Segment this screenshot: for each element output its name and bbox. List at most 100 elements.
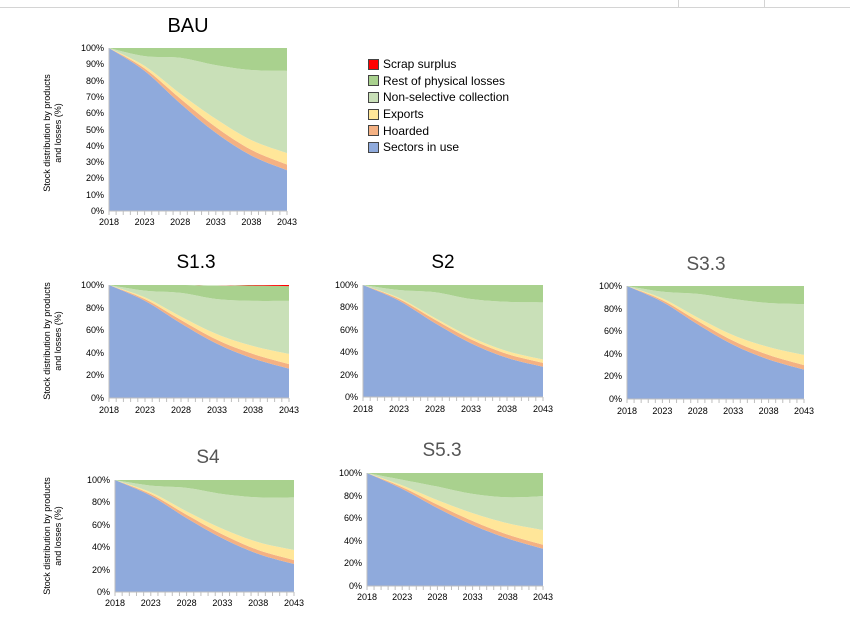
y-tick-label: 100% (598, 281, 622, 291)
legend-swatch-hoarded (368, 125, 379, 137)
x-tick-label: 2038 (248, 598, 269, 608)
top-border-tick (764, 0, 765, 7)
y-tick-label: 60% (343, 513, 362, 524)
area-exports (115, 480, 294, 561)
x-tick-label: 2023 (140, 598, 161, 608)
x-tick-label: 2023 (134, 405, 156, 415)
x-tick-label: 2028 (687, 406, 708, 416)
y-axis-label-bau: Stock distribution by products and losse… (42, 74, 63, 192)
area-non-selective-collection (109, 48, 287, 154)
x-tick-label: 2038 (242, 405, 264, 415)
area-sectors-in-use (367, 473, 543, 586)
legend-item-rest-of-physical-losses: Rest of physical losses (368, 73, 509, 90)
x-tick-label: 2018 (352, 404, 374, 414)
y-tick-label: 0% (344, 392, 358, 402)
x-tick-label: 2033 (206, 405, 228, 415)
y-tick-label: 80% (343, 490, 362, 501)
area-rest-of-physical-losses (115, 480, 294, 498)
y-tick-label: 10% (85, 189, 104, 200)
x-tick-label: 2028 (176, 598, 197, 608)
area-sectors-in-use (115, 480, 294, 592)
y-tick-label: 30% (85, 157, 104, 168)
y-tick-label: 40% (85, 140, 104, 151)
legend-item-hoarded: Hoarded (368, 122, 509, 139)
y-tick-label: 100% (334, 280, 358, 290)
x-tick-label: 2028 (170, 405, 192, 415)
area-exports (367, 473, 543, 545)
top-border-tick (678, 0, 679, 7)
y-tick-label: 100% (86, 475, 110, 485)
chart-title: BAU (167, 15, 209, 37)
y-tick-label: 80% (85, 302, 104, 313)
y-tick-label: 50% (85, 124, 104, 135)
area-rest-of-physical-losses (367, 473, 543, 498)
area-non-selective-collection (367, 473, 543, 531)
x-tick-label: 2018 (104, 598, 126, 608)
top-border-line (0, 7, 850, 8)
area-exports (109, 285, 289, 365)
legend-swatch-exports (368, 108, 379, 120)
x-tick-label: 2043 (793, 406, 815, 416)
area-hoarded (363, 285, 543, 367)
y-tick-label: 90% (85, 59, 104, 70)
legend-label: Sectors in use (383, 140, 460, 155)
legend-label: Exports (383, 107, 424, 122)
x-tick-label: 2028 (170, 217, 191, 227)
x-tick-label: 2043 (283, 598, 305, 608)
plot-area (108, 284, 290, 402)
y-tick-label: 40% (343, 535, 362, 546)
plot-area (362, 285, 544, 401)
x-tick-label: 2023 (388, 404, 410, 414)
area-sectors-in-use (109, 285, 289, 398)
x-tick-label: 2038 (758, 406, 779, 416)
area-rest-of-physical-losses (363, 285, 543, 303)
y-tick-label: 60% (85, 325, 104, 336)
y-tick-label: 80% (603, 303, 622, 314)
x-tick-label: 2043 (532, 592, 554, 602)
y-tick-label: 60% (603, 326, 622, 337)
y-tick-label: 100% (80, 280, 104, 290)
legend-swatch-non-selective-collection (368, 91, 379, 103)
x-tick-label: 2028 (427, 592, 448, 602)
area-hoarded (109, 48, 287, 171)
x-tick-label: 2023 (652, 406, 673, 416)
y-tick-label: 0% (608, 394, 622, 404)
area-non-selective-collection (115, 480, 294, 550)
x-tick-label: 2033 (723, 406, 744, 416)
y-tick-label: 40% (85, 347, 104, 358)
plot-area (114, 480, 295, 596)
y-axis-label-s4: Stock distribution by products and losse… (42, 477, 63, 595)
x-tick-label: 2038 (497, 592, 518, 602)
area-hoarded (627, 286, 804, 370)
y-tick-label: 20% (603, 371, 622, 382)
y-tick-label: 0% (90, 393, 104, 403)
area-scrap-surplus (109, 284, 289, 287)
y-tick-label: 0% (90, 206, 104, 216)
y-tick-label: 40% (603, 348, 622, 359)
area-sectors-in-use (363, 285, 543, 397)
area-rest-of-physical-losses (109, 48, 287, 71)
legend-label: Rest of physical losses (383, 73, 506, 88)
x-tick-label: 2033 (212, 598, 233, 608)
legend-item-exports: Exports (368, 106, 509, 123)
y-tick-label: 70% (85, 91, 104, 102)
legend-swatch-sectors-in-use (368, 141, 379, 153)
chart-title: S3.3 (686, 254, 726, 275)
y-tick-label: 40% (339, 347, 358, 358)
legend-item-sectors-in-use: Sectors in use (368, 139, 509, 156)
x-tick-label: 2018 (616, 406, 638, 416)
legend-item-scrap-surplus: Scrap surplus (368, 56, 509, 73)
x-tick-label: 2043 (276, 217, 298, 227)
y-tick-label: 80% (91, 497, 110, 508)
y-tick-label: 60% (339, 324, 358, 335)
x-tick-label: 2023 (134, 217, 155, 227)
chart-title: S5.3 (422, 440, 462, 461)
y-tick-label: 40% (91, 542, 110, 553)
x-tick-label: 2043 (278, 405, 300, 415)
area-non-selective-collection (363, 285, 543, 360)
x-tick-label: 2038 (241, 217, 262, 227)
y-tick-label: 100% (338, 468, 362, 478)
area-hoarded (109, 285, 289, 369)
x-tick-label: 2033 (460, 404, 482, 414)
